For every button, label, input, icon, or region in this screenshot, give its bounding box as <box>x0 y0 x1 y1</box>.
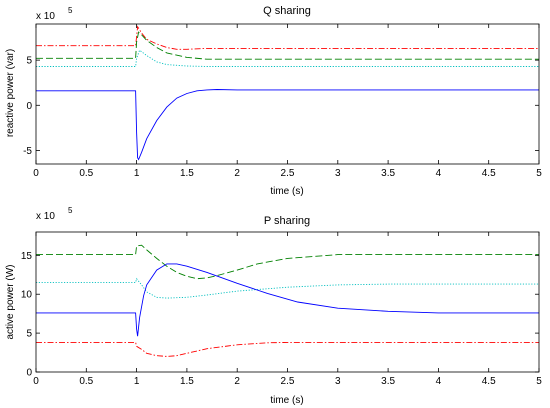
x-tick-label: 3.5 <box>381 168 395 179</box>
p-x-axis-label: time (s) <box>270 395 303 406</box>
q-exponent-base: x 10 <box>36 11 55 22</box>
x-tick-label: 5 <box>536 168 542 179</box>
series-line-4 <box>36 89 539 161</box>
q-series-lines <box>36 25 539 161</box>
p-series-lines <box>36 244 539 357</box>
y-tick-label: 5 <box>26 329 32 340</box>
x-tick-label: 0.5 <box>79 376 93 387</box>
series-line-3 <box>36 263 539 337</box>
q-x-axis-label: time (s) <box>270 186 303 197</box>
series-line-2 <box>36 31 539 60</box>
series-line-1 <box>36 25 539 50</box>
p-exponent-power: 5 <box>68 206 73 215</box>
p-sharing-title: P sharing <box>264 215 310 227</box>
x-tick-label: 4.5 <box>482 168 496 179</box>
x-tick-label: 2 <box>234 168 240 179</box>
x-tick-label: 1.5 <box>180 376 194 387</box>
x-tick-label: 3 <box>335 376 341 387</box>
q-sharing-plot: Q sharing x 10 5 reactive power (var) ti… <box>5 5 542 197</box>
q-y-axis-label: reactive power (var) <box>5 49 16 137</box>
y-tick-label: 5 <box>26 56 32 67</box>
series-line-2 <box>36 277 539 299</box>
series-line-1 <box>36 244 539 280</box>
x-tick-label: 0 <box>33 168 39 179</box>
y-tick-label: 10 <box>21 290 33 301</box>
y-tick-label: 0 <box>26 101 32 112</box>
x-tick-label: 5 <box>536 376 542 387</box>
x-tick-label: 4.5 <box>482 376 496 387</box>
q-axes-frame <box>35 23 540 165</box>
q-ticks: 0 0.5 1 1.5 2 2.5 3 3.5 4 4.5 5-505 <box>23 24 542 179</box>
x-tick-label: 0.5 <box>79 168 93 179</box>
x-tick-label: 1 <box>134 376 140 387</box>
series-line-3 <box>36 49 539 67</box>
x-tick-label: 4 <box>436 168 442 179</box>
p-ticks: 0 0.5 1 1.5 2 2.5 3 3.5 4 4.5 5 0 5 10 15 <box>21 232 542 387</box>
x-tick-label: 3 <box>335 168 341 179</box>
p-y-axis-label: active power (W) <box>5 264 16 339</box>
p-axes-frame <box>35 231 540 373</box>
q-exponent-power: 5 <box>68 6 73 15</box>
p-sharing-plot: P sharing x 10 5 active power (W) time (… <box>5 206 542 406</box>
x-tick-label: 1.5 <box>180 168 194 179</box>
y-tick-label: -5 <box>23 146 32 157</box>
y-tick-label: 15 <box>21 251 33 262</box>
x-tick-label: 2 <box>234 376 240 387</box>
p-exponent-base: x 10 <box>36 211 55 222</box>
x-tick-label: 4 <box>436 376 442 387</box>
x-tick-label: 2.5 <box>281 376 295 387</box>
x-tick-label: 0 <box>33 376 39 387</box>
x-tick-label: 1 <box>134 168 140 179</box>
series-line-4 <box>36 341 539 357</box>
y-tick-label: 0 <box>26 368 32 379</box>
x-tick-label: 2.5 <box>281 168 295 179</box>
q-sharing-title: Q sharing <box>263 5 311 17</box>
x-tick-label: 3.5 <box>381 376 395 387</box>
